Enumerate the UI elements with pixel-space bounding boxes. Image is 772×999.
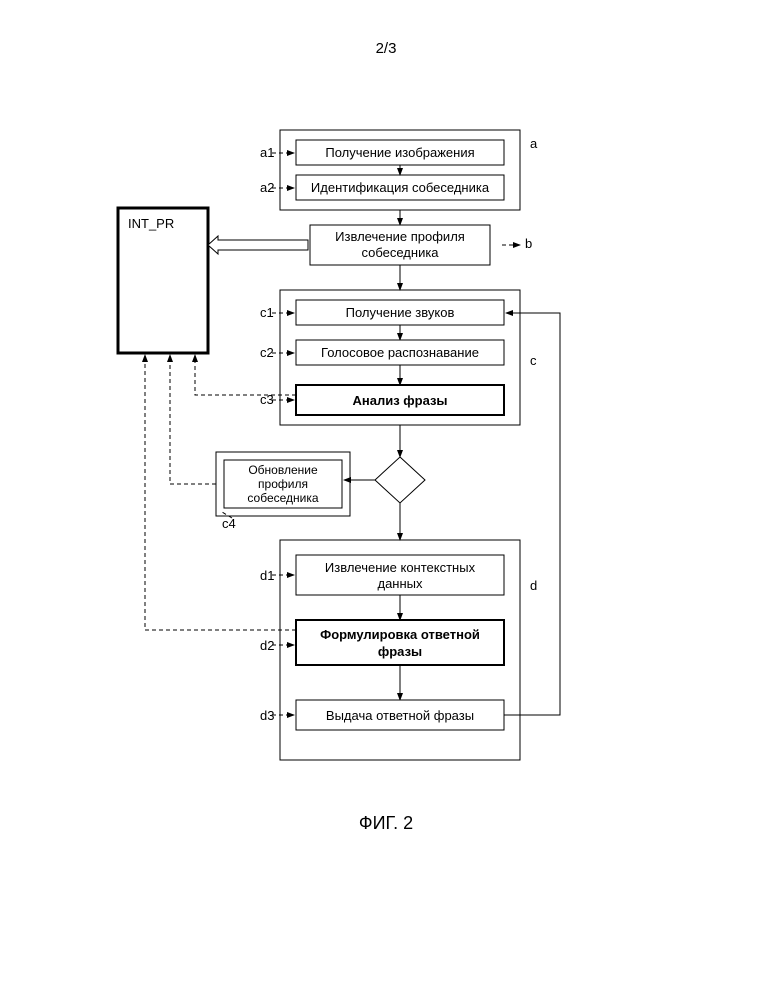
tag-c3: c3	[260, 392, 274, 407]
tag-c2: c2	[260, 345, 274, 360]
group-c-tag: c	[530, 353, 537, 368]
box-d2-line1: Формулировка ответной	[320, 627, 480, 642]
box-d2-line2: фразы	[378, 644, 422, 659]
box-c4-line2: профиля	[258, 477, 308, 491]
tag-b: b	[525, 236, 532, 251]
box-c4-line3: собеседника	[247, 491, 318, 505]
open-arrow-b-intpr	[208, 236, 308, 254]
tag-c4: c4	[222, 516, 236, 531]
tag-c1: c1	[260, 305, 274, 320]
box-c1-text: Получение звуков	[346, 305, 455, 320]
box-d1-line2: данных	[377, 576, 423, 591]
decision-diamond	[375, 457, 425, 503]
box-c2-text: Голосовое распознавание	[321, 345, 479, 360]
diagram-svg: INT_PR a Получение изображения a1 Иденти…	[0, 0, 772, 999]
box-c3-text: Анализ фразы	[352, 393, 447, 408]
box-d1-line1: Извлечение контекстных	[325, 560, 476, 575]
box-c4-line1: Обновление	[248, 463, 318, 477]
box-a1-text: Получение изображения	[325, 145, 474, 160]
intpr-label: INT_PR	[128, 216, 174, 231]
box-a2-text: Идентификация собеседника	[311, 180, 490, 195]
box-d3-text: Выдача ответной фразы	[326, 708, 474, 723]
group-d-tag: d	[530, 578, 537, 593]
box-b-line1: Извлечение профиля	[335, 229, 465, 244]
group-a-tag: a	[530, 136, 538, 151]
box-b-line2: собеседника	[361, 245, 439, 260]
